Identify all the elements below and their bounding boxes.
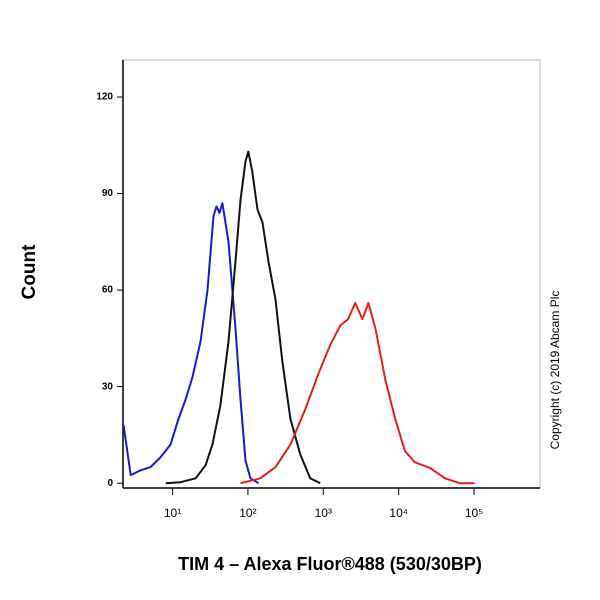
x-axis-label: TIM 4 – Alexa Fluor®488 (530/30BP) — [178, 554, 482, 574]
x-tick-label: 10⁴ — [389, 506, 408, 520]
histogram-line — [122, 202, 260, 485]
y-axis-label: Count — [19, 244, 40, 300]
y-tick-label: 120 — [96, 92, 113, 103]
histogram-line — [240, 302, 475, 485]
x-tick-label: 10¹ — [164, 506, 181, 520]
x-tick-label: 10² — [239, 506, 256, 520]
y-tick-label: 90 — [102, 188, 114, 199]
x-tick-label: 10³ — [315, 506, 332, 520]
histogram-line — [165, 150, 321, 485]
plot-frame — [122, 59, 541, 489]
copyright: Copyright (c) 2019 Abcam Plc — [548, 291, 562, 450]
y-tick-label: 60 — [102, 285, 114, 296]
x-tick-label: 10⁵ — [465, 506, 483, 520]
y-tick-label: 30 — [102, 381, 114, 392]
y-tick-label: 0 — [107, 478, 113, 489]
